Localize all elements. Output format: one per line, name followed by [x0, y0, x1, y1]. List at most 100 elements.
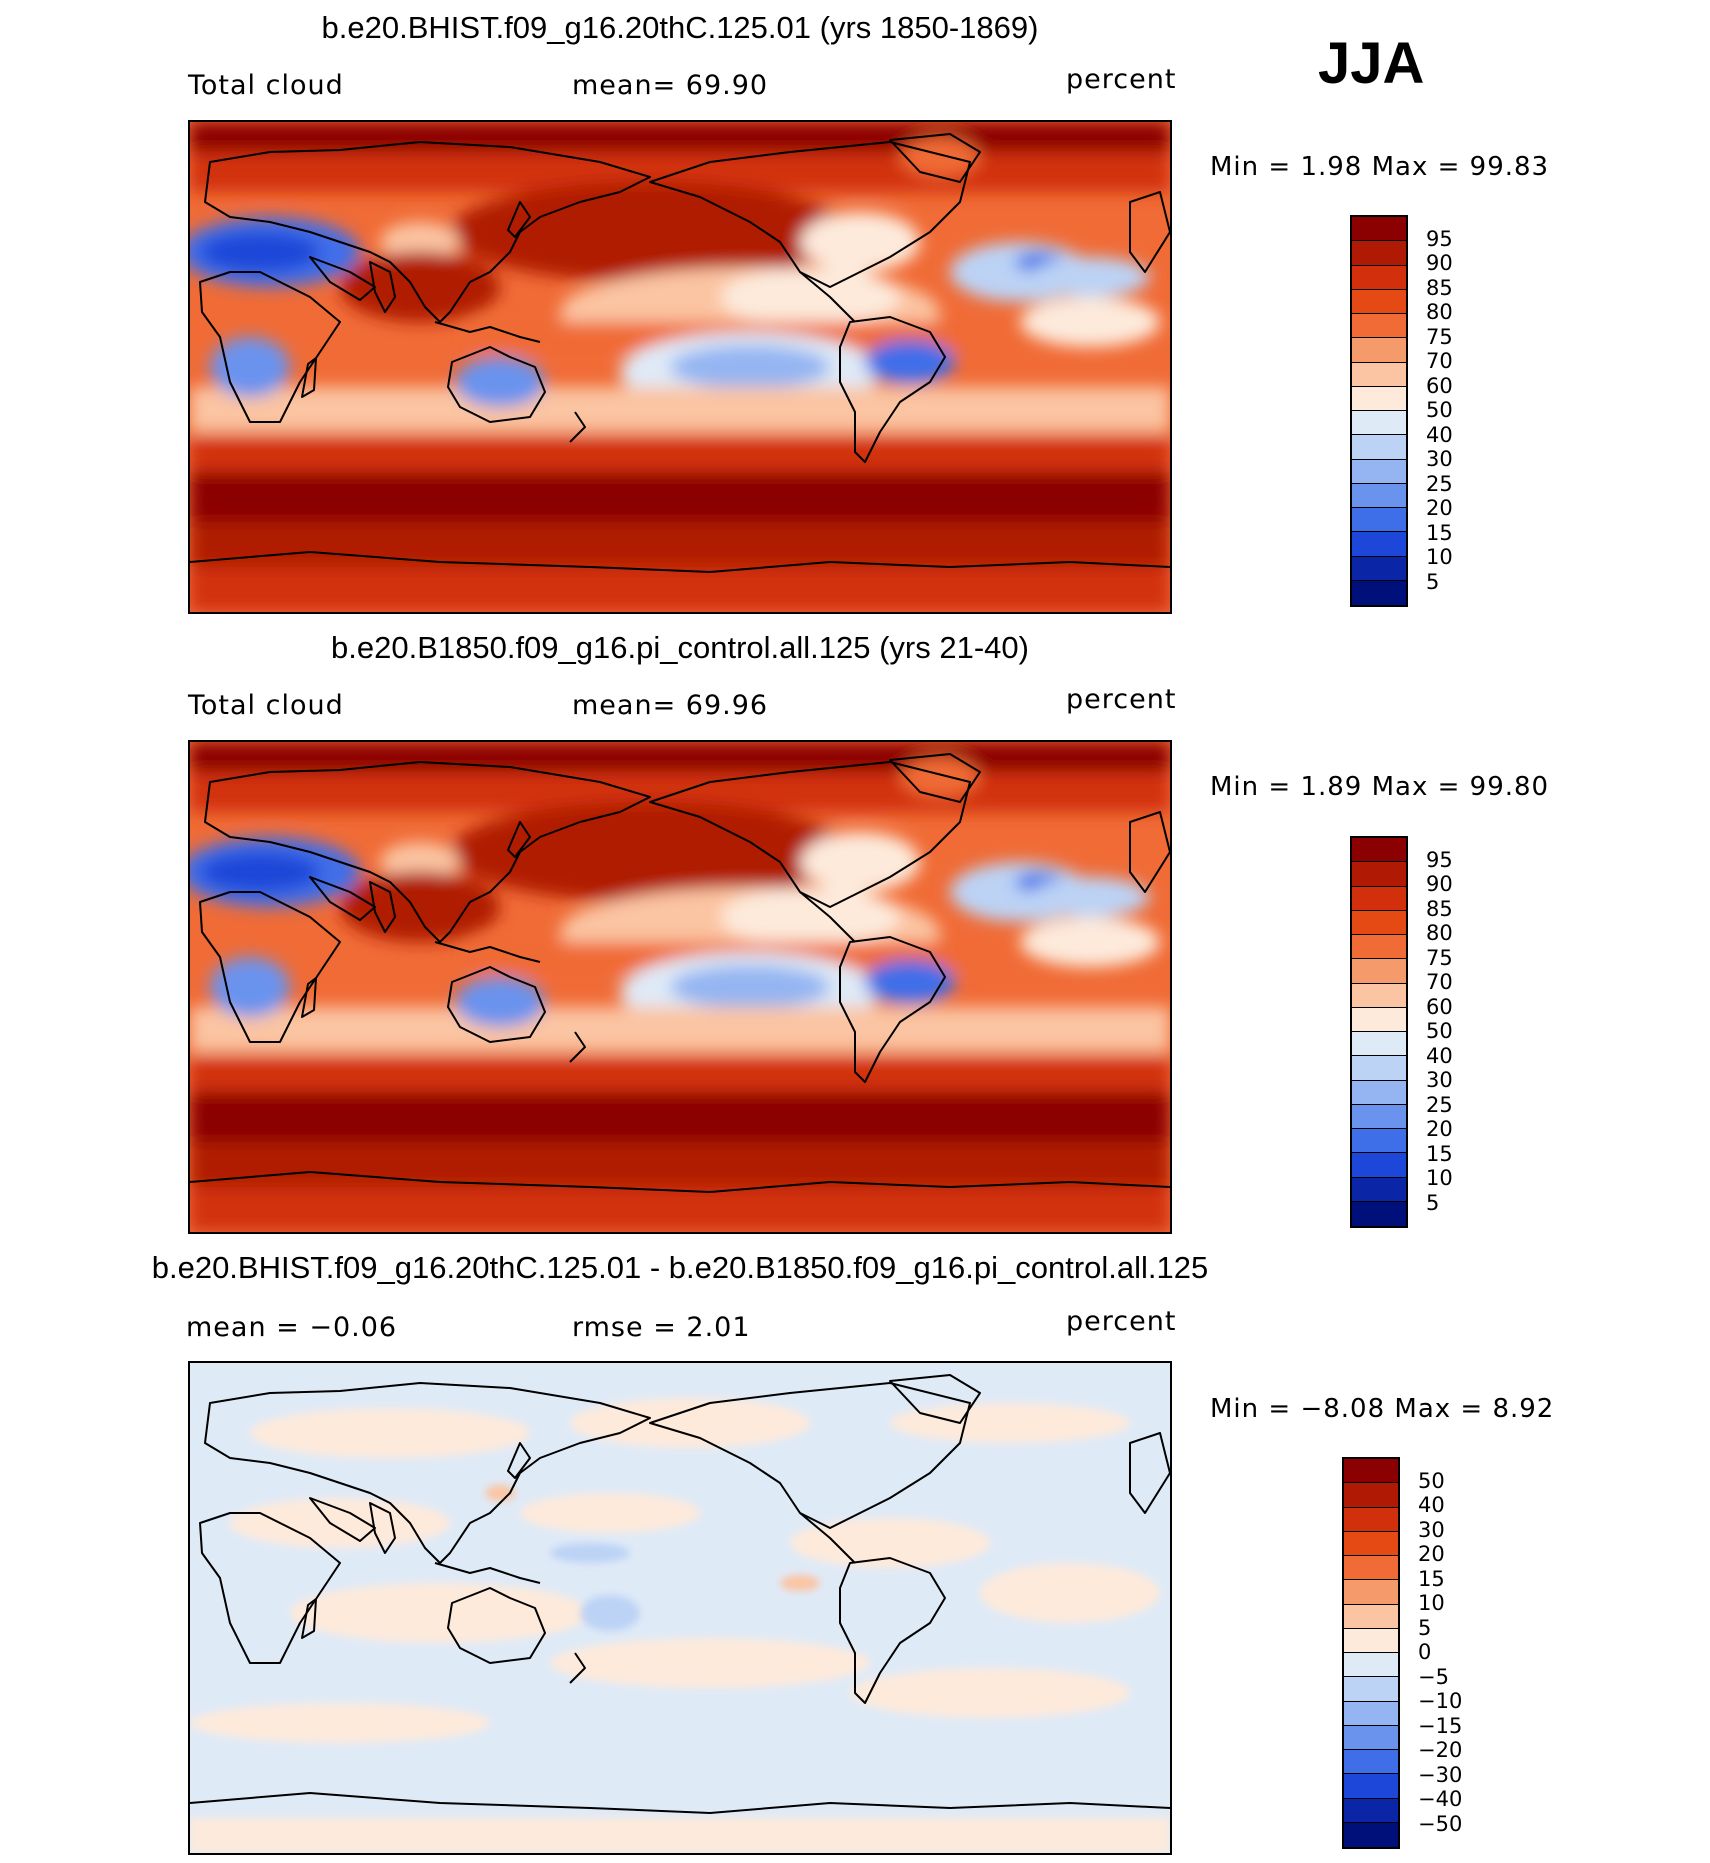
colorbar-tick-label: 5 — [1418, 1615, 1432, 1640]
colorbar-tick-label: 50 — [1426, 398, 1453, 422]
panel-1-map — [188, 120, 1172, 614]
panel-2-title: b.e20.B1850.f09_g16.pi_control.all.125 (… — [331, 630, 1029, 665]
panel-3-colorbar — [1342, 1457, 1400, 1849]
colorbar-tick-label: −30 — [1418, 1762, 1463, 1787]
colorbar-segment — [1352, 910, 1406, 935]
colorbar-segment — [1344, 1459, 1398, 1484]
colorbar-tick-label: 50 — [1418, 1468, 1445, 1493]
panel-1-title: b.e20.BHIST.f09_g16.20thC.125.01 (yrs 18… — [321, 10, 1039, 45]
colorbar-tick-label: −15 — [1418, 1713, 1463, 1738]
colorbar-tick-label: 5 — [1426, 1190, 1440, 1215]
colorbar-segment — [1352, 959, 1406, 984]
panel-1-field-label: Total cloud — [188, 70, 344, 101]
colorbar-tick-label: 40 — [1426, 422, 1453, 447]
colorbar-tick-label: 10 — [1418, 1591, 1445, 1615]
colorbar-tick-label: 5 — [1426, 569, 1440, 594]
colorbar-segment — [1344, 1822, 1398, 1847]
colorbar-segment — [1352, 314, 1406, 339]
panel-3-mean: mean = −0.06 — [186, 1312, 398, 1343]
colorbar-segment — [1344, 1483, 1398, 1508]
colorbar-segment — [1352, 935, 1406, 960]
colorbar-segment — [1352, 289, 1406, 314]
colorbar-segment — [1352, 1056, 1406, 1081]
colorbar-segment — [1344, 1628, 1398, 1653]
colorbar-segment — [1352, 1007, 1406, 1032]
colorbar-segment — [1352, 580, 1406, 605]
season-label: JJA — [1318, 31, 1425, 96]
colorbar-segment — [1352, 338, 1406, 363]
colorbar-tick-label: 85 — [1426, 896, 1453, 921]
colorbar-segment — [1352, 1153, 1406, 1178]
colorbar-tick-label: 75 — [1426, 324, 1453, 349]
colorbar-segment — [1344, 1798, 1398, 1823]
panel-3-rmse: rmse = 2.01 — [572, 1312, 751, 1343]
colorbar-tick-label: 15 — [1426, 1141, 1453, 1166]
colorbar-segment — [1352, 241, 1406, 266]
colorbar-segment — [1352, 411, 1406, 436]
colorbar-tick-label: 80 — [1426, 300, 1453, 324]
panel-2-map — [188, 740, 1172, 1234]
colorbar-tick-label: 80 — [1426, 921, 1453, 945]
colorbar-tick-label: 95 — [1426, 847, 1453, 872]
colorbar-tick-label: 20 — [1418, 1542, 1445, 1566]
colorbar-tick-label: 95 — [1426, 226, 1453, 251]
colorbar-tick-label: 40 — [1426, 1043, 1453, 1068]
colorbar-segment — [1352, 435, 1406, 460]
colorbar-segment — [1352, 217, 1406, 242]
colorbar-segment — [1352, 459, 1406, 484]
colorbar-tick-label: 15 — [1426, 520, 1453, 545]
colorbar-tick-label: 25 — [1426, 471, 1453, 496]
colorbar-segment — [1344, 1677, 1398, 1702]
colorbar-tick-label: 25 — [1426, 1092, 1453, 1117]
colorbar-segment — [1344, 1556, 1398, 1581]
colorbar-segment — [1352, 362, 1406, 387]
colorbar-segment — [1344, 1750, 1398, 1775]
panel-3-title: b.e20.BHIST.f09_g16.20thC.125.01 - b.e20… — [151, 1250, 1209, 1285]
panel-3-map — [188, 1361, 1172, 1855]
colorbar-tick-label: 70 — [1426, 970, 1453, 994]
colorbar-segment — [1344, 1507, 1398, 1532]
colorbar-tick-label: 10 — [1426, 545, 1453, 569]
colorbar-segment — [1352, 1201, 1406, 1226]
colorbar-tick-label: 60 — [1426, 994, 1453, 1019]
colorbar-segment — [1352, 532, 1406, 557]
colorbar-tick-label: −20 — [1418, 1738, 1463, 1762]
colorbar-tick-label: 20 — [1426, 1117, 1453, 1141]
panel-1-mean: mean= 69.90 — [572, 70, 769, 101]
colorbar-tick-label: 30 — [1426, 1068, 1453, 1092]
colorbar-tick-label: 30 — [1426, 447, 1453, 471]
colorbar-tick-label: 20 — [1426, 496, 1453, 520]
colorbar-segment — [1352, 265, 1406, 290]
colorbar-segment — [1352, 862, 1406, 887]
colorbar-tick-label: 10 — [1426, 1166, 1453, 1190]
panel-2-minmax: Min = 1.89 Max = 99.80 — [1210, 772, 1550, 802]
panel-1-minmax: Min = 1.98 Max = 99.83 — [1210, 152, 1550, 182]
colorbar-tick-label: 40 — [1418, 1493, 1445, 1517]
colorbar-segment — [1352, 838, 1406, 863]
colorbar-tick-label: 85 — [1426, 275, 1453, 300]
colorbar-tick-label: 15 — [1418, 1566, 1445, 1591]
colorbar-segment — [1352, 1177, 1406, 1202]
colorbar-tick-label: −50 — [1418, 1811, 1463, 1836]
colorbar-tick-label: −10 — [1418, 1689, 1463, 1713]
colorbar-segment — [1352, 1080, 1406, 1105]
colorbar-segment — [1352, 886, 1406, 911]
panel-1-units: percent — [1066, 64, 1177, 95]
colorbar-segment — [1352, 508, 1406, 533]
panel-3-minmax: Min = −8.08 Max = 8.92 — [1210, 1394, 1555, 1424]
colorbar-tick-label: 30 — [1418, 1517, 1445, 1542]
panel-2-colorbar — [1350, 836, 1408, 1228]
colorbar-segment — [1344, 1701, 1398, 1726]
colorbar-segment — [1344, 1531, 1398, 1556]
colorbar-tick-label: −40 — [1418, 1787, 1463, 1811]
colorbar-segment — [1352, 556, 1406, 581]
colorbar-segment — [1344, 1774, 1398, 1799]
colorbar-tick-label: 60 — [1426, 373, 1453, 398]
colorbar-segment — [1352, 983, 1406, 1008]
colorbar-tick-label: −5 — [1418, 1664, 1449, 1689]
colorbar-tick-label: 90 — [1426, 251, 1453, 275]
colorbar-segment — [1352, 386, 1406, 411]
panel-2-mean: mean= 69.96 — [572, 690, 769, 721]
colorbar-tick-label: 70 — [1426, 349, 1453, 373]
colorbar-segment — [1344, 1604, 1398, 1629]
